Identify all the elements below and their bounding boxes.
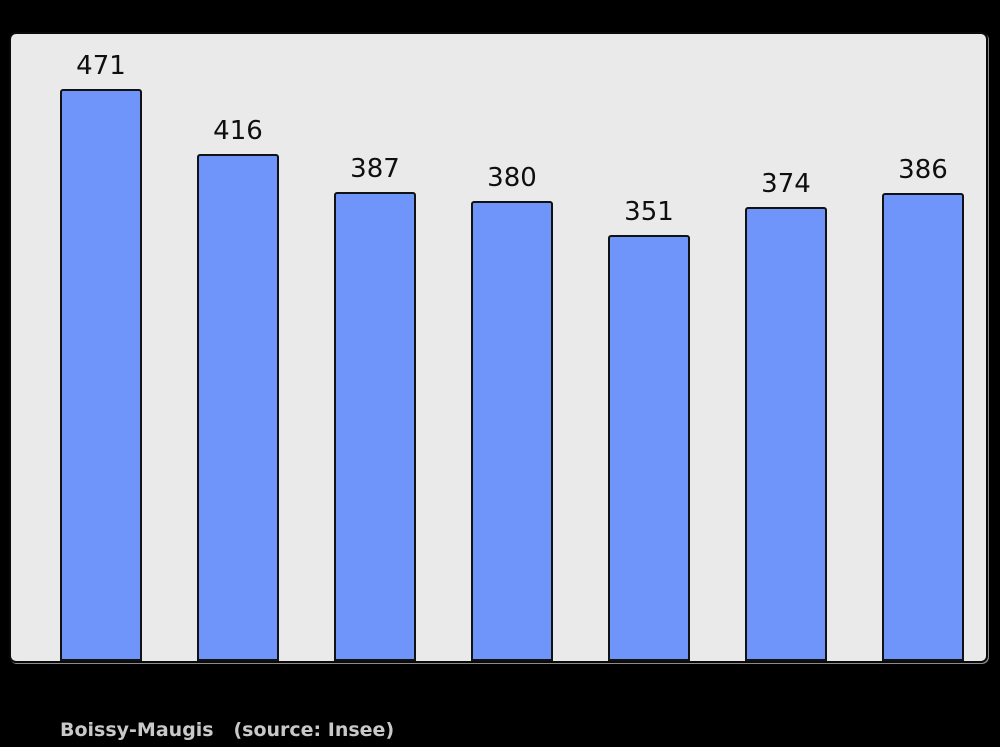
bar-value-label: 416 xyxy=(213,116,263,146)
bar-value-label: 387 xyxy=(350,154,400,184)
bar xyxy=(882,193,964,661)
plot-area: 471 416 387 380 351 374 386 xyxy=(11,34,986,661)
bar-value-label: 351 xyxy=(624,197,674,227)
bar-group: 471 xyxy=(60,53,142,661)
bar-value-label: 374 xyxy=(761,169,811,199)
bar-value-label: 380 xyxy=(487,163,537,193)
bar-group: 351 xyxy=(608,199,690,661)
bar-value-label: 386 xyxy=(898,155,948,185)
bar-group: 416 xyxy=(197,118,279,661)
chart-caption: Boissy-Maugis (source: Insee) xyxy=(60,719,395,741)
bar xyxy=(608,235,690,661)
bar-group: 380 xyxy=(471,165,553,661)
bar xyxy=(471,201,553,661)
bar-group: 387 xyxy=(334,156,416,661)
bar xyxy=(334,192,416,661)
bar xyxy=(197,154,279,661)
bar-value-label: 471 xyxy=(76,51,126,81)
bar-group: 386 xyxy=(882,157,964,661)
bar xyxy=(745,207,827,661)
bar xyxy=(60,89,142,661)
bar-group: 374 xyxy=(745,171,827,661)
plot-frame: 471 416 387 380 351 374 386 xyxy=(9,32,988,663)
